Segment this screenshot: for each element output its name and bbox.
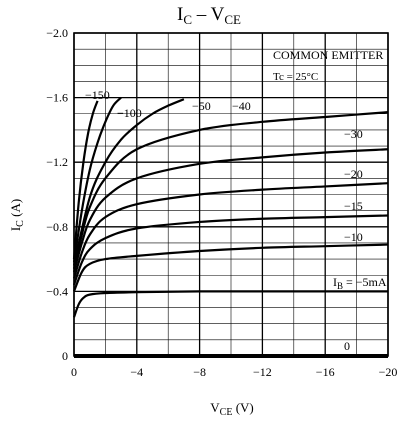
curve-label: −40 — [232, 99, 251, 113]
x-tick-label: −8 — [193, 365, 206, 379]
curve-label: −15 — [344, 199, 363, 213]
curve-ib-30 — [72, 148, 389, 273]
y-tick-label: −1.2 — [46, 155, 68, 169]
curve-ib-100 — [72, 96, 122, 263]
x-tick-label: −12 — [253, 365, 272, 379]
curve-label: −20 — [344, 167, 363, 181]
annotation-temperature: Tc = 25°C — [273, 71, 318, 83]
x-tick-label: −4 — [130, 365, 143, 379]
curve-label: −150 — [85, 88, 110, 102]
zero-curve-label: 0 — [344, 339, 350, 353]
curves — [72, 96, 389, 318]
curve-label: −10 — [344, 230, 363, 244]
chart-title: IC – VCE — [177, 4, 241, 27]
x-tick-label: −16 — [316, 365, 335, 379]
curve-ib-40 — [72, 111, 389, 270]
y-axis-label: IC (A) — [8, 199, 26, 231]
curve-label: −100 — [117, 106, 142, 120]
curve-label: −50 — [192, 99, 211, 113]
curve-ib-15 — [72, 214, 389, 286]
x-axis-label: VCE (V) — [210, 400, 253, 418]
y-tick-label: 0 — [62, 349, 68, 363]
curve-ib-10 — [72, 243, 389, 292]
curve-label: −30 — [344, 127, 363, 141]
curve-label: IB = −5mA — [333, 275, 387, 291]
curve-ib-50 — [72, 98, 185, 266]
grid — [73, 32, 389, 358]
curve-ib-20 — [72, 182, 389, 279]
curve-ib-5 — [72, 290, 388, 318]
annotation-common-emitter: COMMON EMITTER — [273, 48, 383, 62]
curve-labels: IB = −5mA −10 −15 −20 −30 −40 −50 −100 −150 — [85, 88, 387, 291]
y-tick-label: −0.8 — [46, 220, 68, 234]
x-tick-label: −20 — [379, 365, 398, 379]
y-tick-label: −2.0 — [46, 26, 68, 40]
curve-ib-150 — [72, 100, 99, 260]
y-tick-label: −1.6 — [46, 91, 68, 105]
y-tick-label: −0.4 — [46, 284, 68, 298]
axis-ticks: −2.0−1.6−1.2−0.8−0.400 −4 −8 −12 −16 −20 — [46, 26, 397, 379]
x-tick-label: 0 — [71, 365, 77, 379]
